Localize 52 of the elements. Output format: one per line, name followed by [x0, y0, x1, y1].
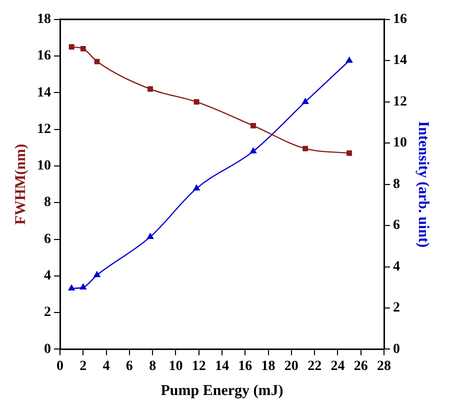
- x-tick-label: 4: [102, 359, 110, 374]
- x-tick-label: 18: [261, 359, 276, 374]
- x-tick-label: 20: [284, 359, 298, 374]
- x-tick-label: 12: [192, 359, 206, 374]
- y-tick-label: 10: [37, 158, 51, 174]
- point: [193, 184, 200, 191]
- point: [250, 148, 256, 154]
- y2-tick-label: 8: [393, 176, 400, 192]
- y-axis-title: FWHM(nm): [12, 144, 29, 225]
- y2-tick-label: 6: [393, 218, 400, 234]
- x-tick-label: 22: [308, 359, 322, 374]
- point: [302, 98, 309, 104]
- point: [68, 44, 74, 50]
- point: [148, 86, 153, 92]
- x-axis-title: Pump Energy (mJ): [160, 382, 284, 399]
- y-tick-label: 8: [44, 195, 51, 210]
- point: [147, 233, 154, 239]
- y2-tick-label: 16: [393, 12, 407, 28]
- point: [94, 58, 100, 64]
- y-tick-label: 6: [44, 232, 51, 247]
- y2-tick-label: 14: [393, 53, 407, 68]
- point: [250, 122, 256, 128]
- y2-tick-label: 0: [393, 342, 400, 357]
- x-tick-label: 6: [126, 359, 133, 374]
- point: [302, 146, 308, 152]
- y-tick-label: 18: [37, 12, 51, 28]
- y2-axis-title: Intensity (arb. uint): [415, 121, 432, 248]
- y2-tick-label: 10: [393, 136, 407, 151]
- point: [80, 284, 86, 290]
- y2-tick-label: 2: [393, 300, 400, 316]
- y-tick-label: 0: [44, 342, 51, 357]
- point: [346, 150, 352, 156]
- x-tick-label: 14: [215, 359, 229, 374]
- point: [194, 99, 200, 105]
- x-tick-label: 16: [238, 359, 252, 374]
- point: [68, 284, 75, 290]
- x-tick-label: 26: [354, 359, 368, 374]
- y-tick-label: 2: [44, 305, 51, 320]
- y-tick-label: 12: [37, 122, 51, 137]
- y-tick-label: 16: [37, 48, 51, 64]
- x-tick-label: 28: [377, 359, 391, 374]
- x-tick-label: 0: [56, 359, 64, 374]
- point: [94, 271, 100, 278]
- x-tick-label: 2: [80, 359, 87, 374]
- y-tick-label: 4: [44, 268, 51, 284]
- point: [80, 46, 86, 52]
- y2-tick-label: 12: [393, 94, 407, 110]
- y-tick-label: 14: [37, 85, 51, 100]
- x-tick-label: 10: [168, 359, 183, 374]
- x-tick-label: 24: [330, 359, 345, 374]
- x-tick-label: 8: [149, 359, 156, 374]
- y2-tick-label: 4: [393, 259, 400, 274]
